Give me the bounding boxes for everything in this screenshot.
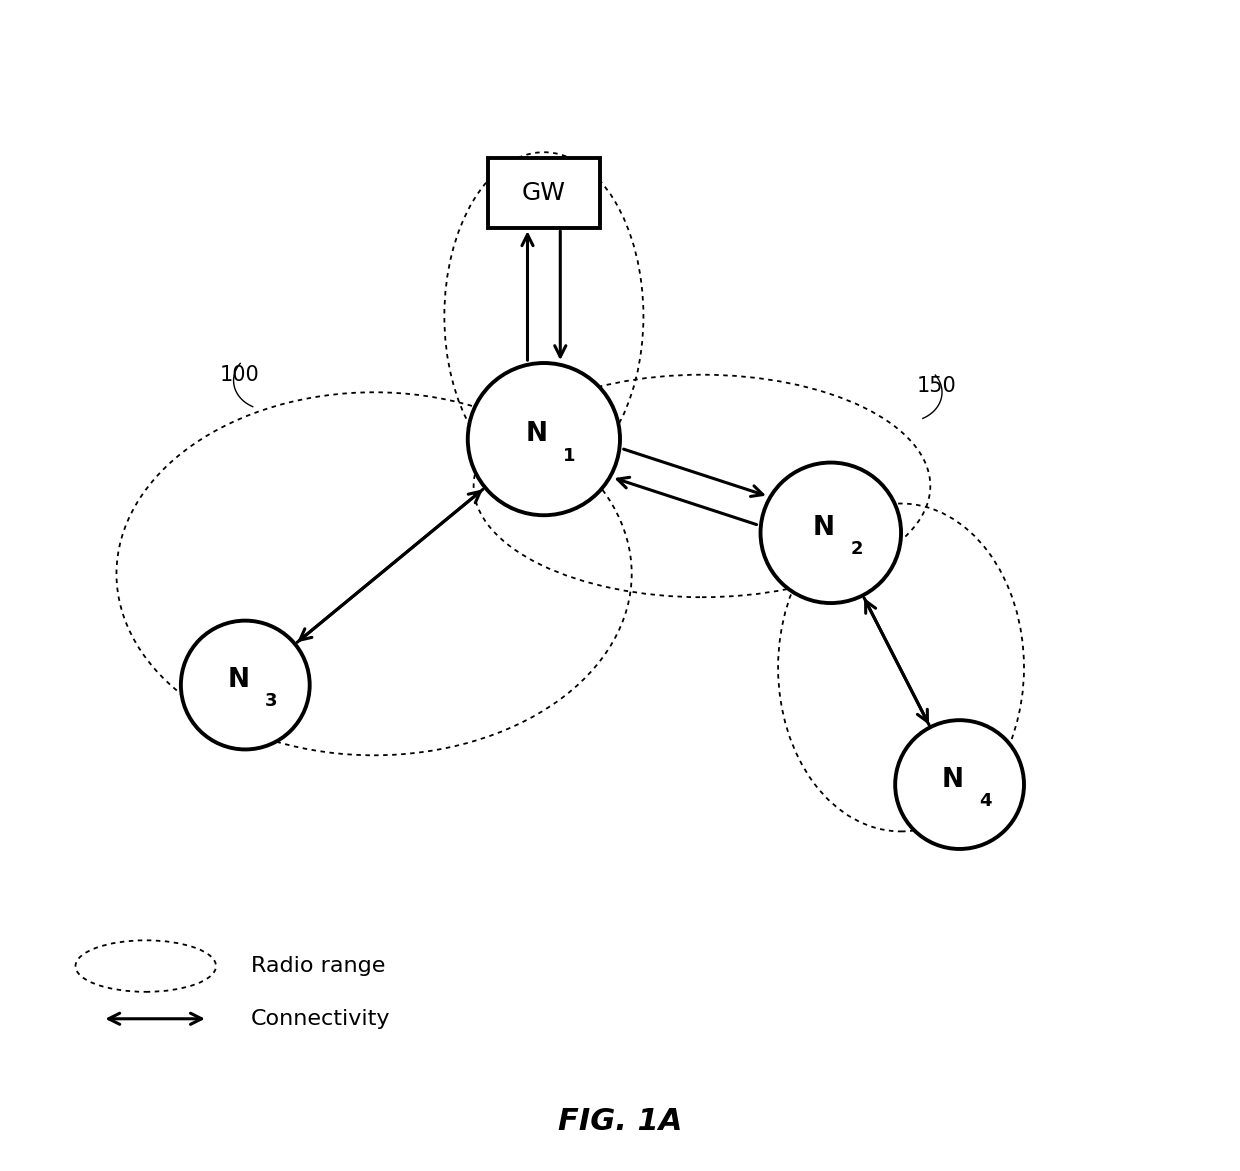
Text: Connectivity: Connectivity — [252, 1008, 391, 1029]
Text: N: N — [941, 767, 963, 793]
Text: 1: 1 — [563, 446, 575, 465]
Text: 100: 100 — [219, 364, 259, 385]
Text: 4: 4 — [980, 792, 992, 810]
Circle shape — [467, 363, 620, 515]
Circle shape — [895, 720, 1024, 849]
Text: FIG. 1A: FIG. 1A — [558, 1108, 682, 1136]
Text: Radio range: Radio range — [252, 956, 386, 977]
Text: 3: 3 — [265, 692, 278, 711]
Text: 150: 150 — [916, 376, 956, 397]
Text: GW: GW — [522, 182, 565, 205]
Text: N: N — [812, 515, 835, 541]
Circle shape — [760, 463, 901, 603]
Text: 2: 2 — [851, 540, 863, 559]
Circle shape — [181, 621, 310, 749]
Text: N: N — [526, 422, 548, 447]
FancyBboxPatch shape — [489, 158, 599, 228]
Text: N: N — [227, 667, 249, 693]
